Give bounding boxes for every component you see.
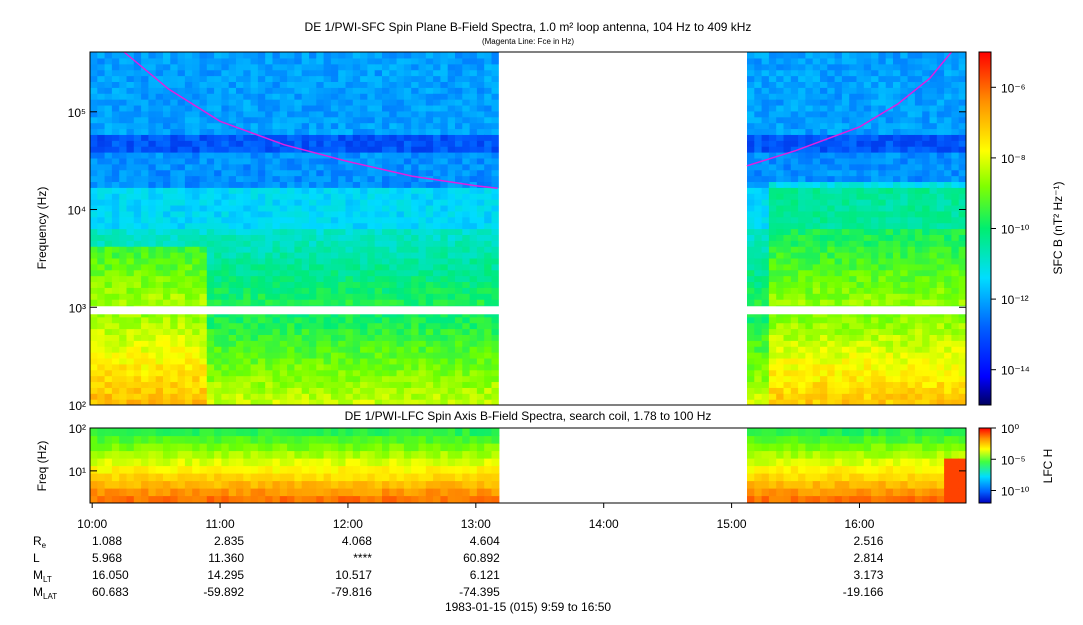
ephemeris-value-1-1: 11.360 xyxy=(208,551,244,565)
lfc-cbtick-label-2: 10⁻¹⁰ xyxy=(1001,485,1030,499)
ephemeris-table: Re 1.088 2.835 4.068 4.604 2.516 L 5.968 11.360 *… xyxy=(33,534,884,601)
sfc-ytick-label-0: 10² xyxy=(69,399,86,413)
ephemeris-label-3: MLAT xyxy=(33,585,57,601)
ephemeris-value-1-3: 60.892 xyxy=(463,551,500,565)
time-tick-label-4: 14:00 xyxy=(589,517,619,531)
sfc-colorbar-axis: 10⁻⁶ 10⁻⁸ 10⁻¹⁰ 10⁻¹² 10⁻¹⁴ xyxy=(991,81,1030,377)
lfc-cbtick-label-0: 10⁰ xyxy=(1001,422,1019,436)
ephemeris-value-3-2: -79.816 xyxy=(331,585,372,599)
sfc-ytick-label-1: 10³ xyxy=(69,301,86,315)
ephemeris-value-2-2: 10.517 xyxy=(335,568,372,582)
ephemeris-value-1-6: 2.814 xyxy=(853,551,883,565)
ephemeris-value-0-3: 4.604 xyxy=(470,534,500,548)
ephemeris-label-2: MLT xyxy=(33,568,52,584)
ephemeris-value-2-6: 3.173 xyxy=(853,568,883,582)
sfc-subtitle: (Magenta Line: Fce in Hz) xyxy=(482,37,574,46)
ephemeris-value-3-3: -74.395 xyxy=(459,585,500,599)
sfc-colorbar-label: SFC B (nT² Hz⁻¹) xyxy=(1051,182,1065,275)
sfc-ytick-label-2: 10⁴ xyxy=(67,204,86,218)
ephemeris-value-2-1: 14.295 xyxy=(207,568,244,582)
ephemeris-value-1-2: **** xyxy=(353,551,372,565)
lfc-colorbar-label: LFC H xyxy=(1041,449,1055,484)
sfc-cbtick-label-1: 10⁻⁸ xyxy=(1001,152,1026,166)
sfc-cbtick-label-3: 10⁻¹² xyxy=(1001,293,1029,307)
ephemeris-value-3-1: -59.892 xyxy=(203,585,244,599)
lfc-y-axis-label: Freq (Hz) xyxy=(35,441,49,492)
ephemeris-value-2-0: 16.050 xyxy=(92,568,129,582)
lfc-colorbar xyxy=(979,428,991,503)
ephemeris-value-1-0: 5.968 xyxy=(92,551,122,565)
lfc-spectrogram-panel xyxy=(90,428,967,504)
ephemeris-value-0-1: 2.835 xyxy=(214,534,244,548)
time-tick-label-5: 15:00 xyxy=(717,517,747,531)
lfc-colorbar-axis: 10⁰ 10⁻⁵ 10⁻¹⁰ xyxy=(991,422,1030,499)
sfc-cbtick-label-4: 10⁻¹⁴ xyxy=(1001,364,1030,378)
time-tick-label-2: 12:00 xyxy=(333,517,363,531)
sfc-title: DE 1/PWI-SFC Spin Plane B-Field Spectra,… xyxy=(305,20,752,34)
lfc-ytick-label-1: 10² xyxy=(69,422,86,436)
sfc-spectrogram-panel xyxy=(90,52,967,406)
ephemeris-label-0: Re xyxy=(33,534,47,550)
sfc-cbtick-label-2: 10⁻¹⁰ xyxy=(1001,223,1030,237)
ephemeris-value-0-0: 1.088 xyxy=(92,534,122,548)
ephemeris-value-2-3: 6.121 xyxy=(470,568,500,582)
ephemeris-value-0-6: 2.516 xyxy=(853,534,883,548)
time-tick-label-1: 11:00 xyxy=(205,517,234,531)
time-range-footer: 1983-01-15 (015) 9:59 to 16:50 xyxy=(445,600,611,614)
ephemeris-value-0-2: 4.068 xyxy=(342,534,372,548)
time-tick-label-6: 16:00 xyxy=(844,517,874,531)
ephemeris-value-3-6: -19.166 xyxy=(843,585,884,599)
time-axis: 10:00 11:00 12:00 13:00 14:00 15:00 16:00 xyxy=(77,503,875,531)
lfc-cbtick-label-1: 10⁻⁵ xyxy=(1001,453,1026,467)
lfc-ytick-label-0: 10¹ xyxy=(69,465,86,479)
ephemeris-label-1: L xyxy=(33,551,40,565)
sfc-colorbar xyxy=(979,52,991,405)
time-tick-label-0: 10:00 xyxy=(77,517,107,531)
sfc-cbtick-label-0: 10⁻⁶ xyxy=(1001,81,1026,95)
ephemeris-value-3-0: 60.683 xyxy=(92,585,129,599)
sfc-ytick-label-3: 10⁵ xyxy=(68,106,86,120)
lfc-title: DE 1/PWI-LFC Spin Axis B-Field Spectra, … xyxy=(345,409,712,423)
sfc-y-axis-label: Frequency (Hz) xyxy=(35,187,49,270)
time-tick-label-3: 13:00 xyxy=(461,517,491,531)
